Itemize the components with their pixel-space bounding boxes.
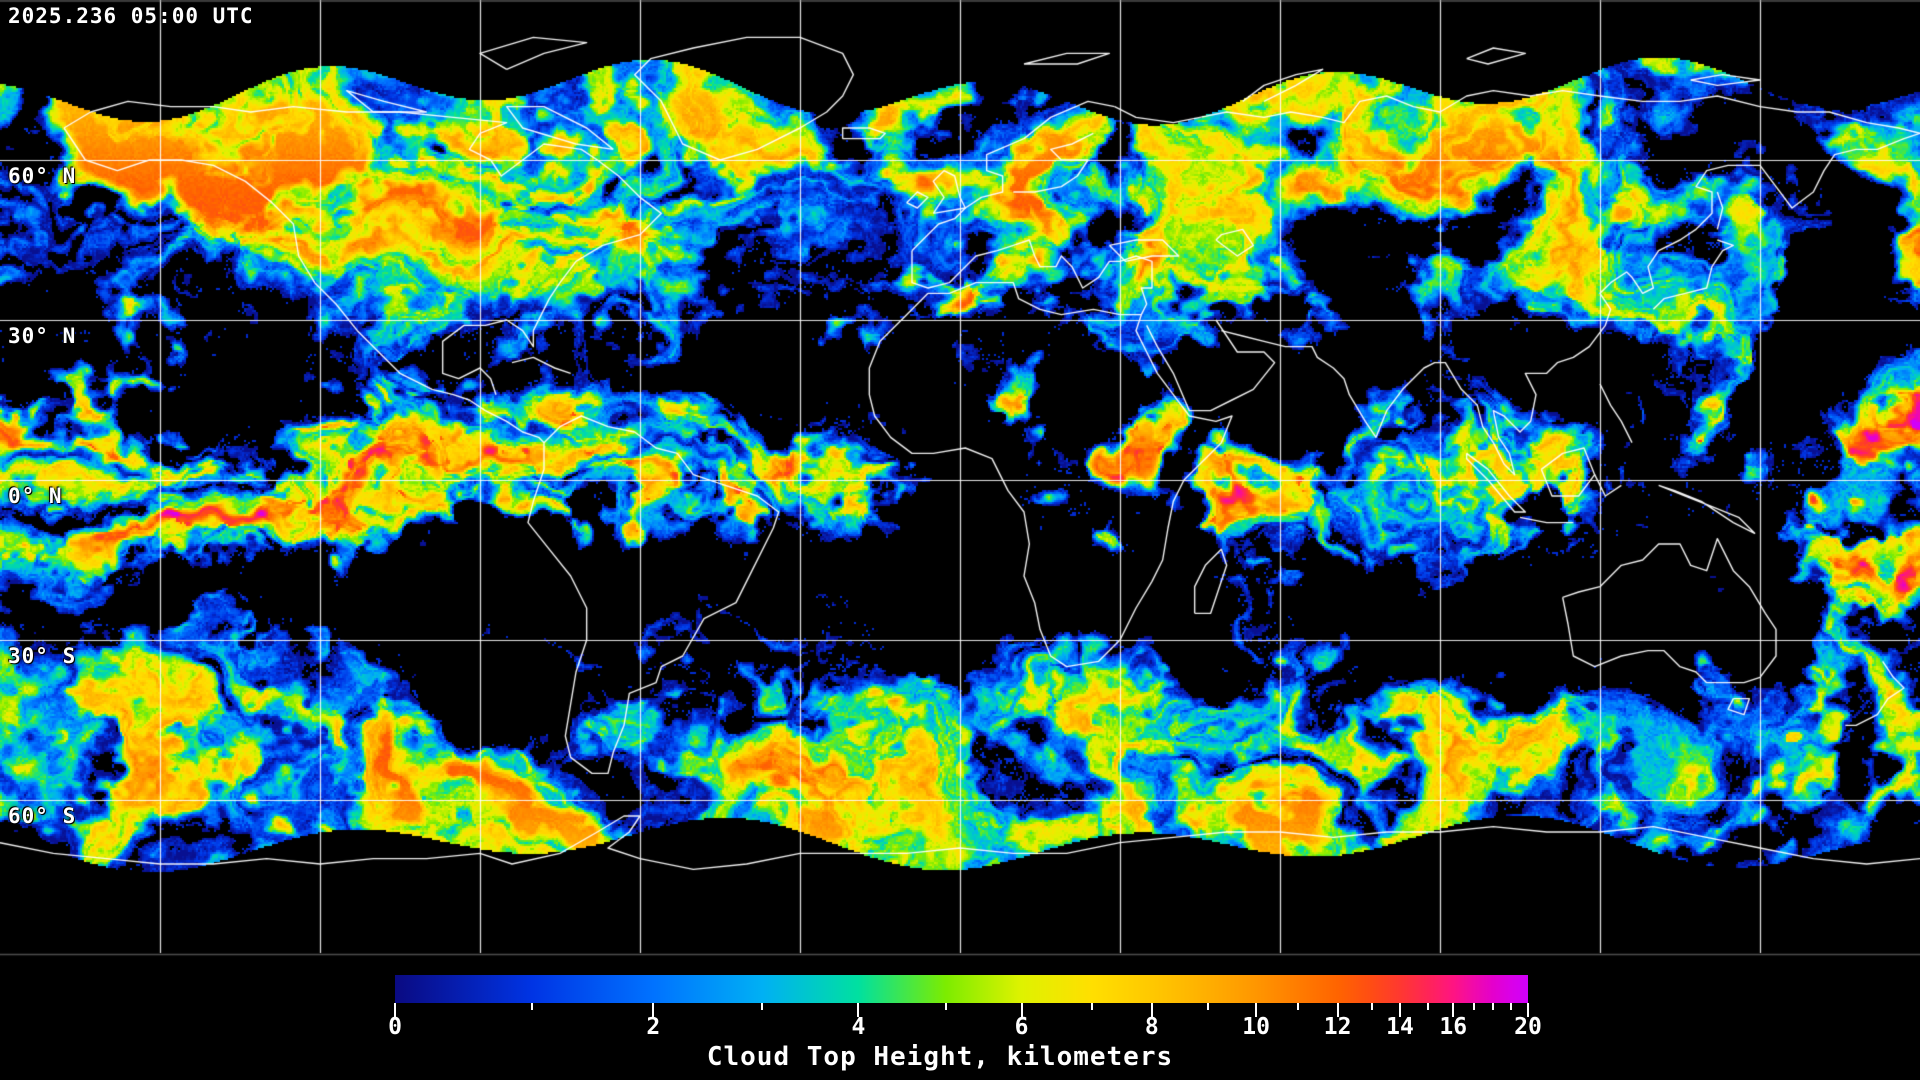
colorbar-tick [652, 1003, 655, 1017]
legend-title: Cloud Top Height, kilometers [706, 1042, 1174, 1072]
colorbar-tick [1336, 1003, 1339, 1017]
colorbar-tick-label: 4 [851, 1014, 866, 1040]
colorbar-tick [1452, 1003, 1455, 1017]
colorbar-tick [1090, 1003, 1093, 1010]
timestamp: 2025.236 05:00 UTC [8, 4, 254, 28]
colorbar-tick [394, 1003, 396, 1017]
colorbar [395, 975, 1528, 1003]
colorbar-tick-label: 2 [646, 1014, 661, 1040]
colorbar-tick [1297, 1003, 1299, 1010]
colorbar-tick [944, 1003, 947, 1010]
colorbar-tick [1398, 1003, 1401, 1017]
colorbar-tick-label: 6 [1014, 1014, 1029, 1040]
colorbar-tick-label: 16 [1439, 1014, 1468, 1040]
colorbar-tick [1020, 1003, 1023, 1017]
latitude-label: 60° N [8, 164, 77, 188]
colorbar-tick-label: 20 [1514, 1014, 1542, 1040]
colorbar-tick-label: 12 [1323, 1014, 1352, 1040]
colorbar-tick [1255, 1003, 1258, 1017]
colorbar-tick-label: 0 [388, 1014, 402, 1040]
colorbar-tick [1472, 1003, 1475, 1010]
latitude-label: 30° N [8, 324, 77, 348]
latitude-label: 30° S [8, 644, 77, 668]
colorbar-tick [1150, 1003, 1153, 1017]
coastline-grid-overlay [0, 0, 1920, 960]
colorbar-tick-label: 10 [1242, 1014, 1270, 1040]
colorbar-tick [1370, 1003, 1373, 1010]
colorbar-tick [857, 1003, 860, 1017]
colorbar-tick [1527, 1003, 1529, 1017]
colorbar-tick [1510, 1003, 1512, 1010]
colorbar-tick [761, 1003, 764, 1010]
colorbar-tick-label: 14 [1386, 1014, 1414, 1040]
colorbar-tick [531, 1003, 534, 1010]
colorbar-tick-label: 8 [1144, 1014, 1159, 1040]
colorbar-tick [1427, 1003, 1430, 1010]
colorbar-tick [1207, 1003, 1210, 1010]
colorbar-tick [1491, 1003, 1494, 1010]
latitude-label: 0° N [8, 484, 63, 508]
latitude-label: 60° S [8, 804, 77, 828]
